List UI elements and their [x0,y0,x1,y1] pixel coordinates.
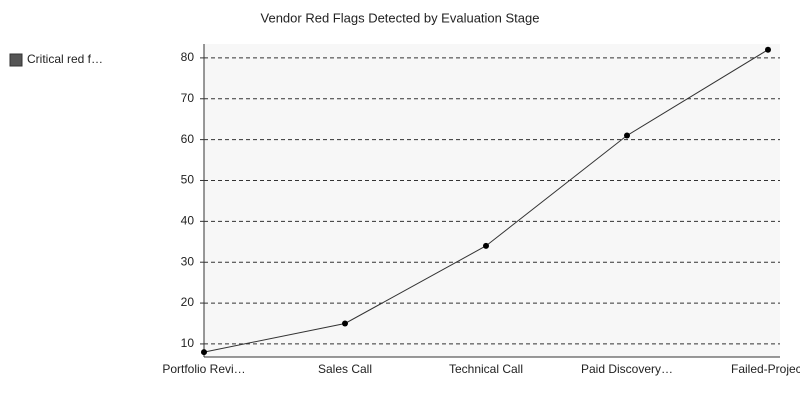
point [765,46,771,53]
y-tick-label: 30 [181,254,195,268]
point [201,349,207,356]
chart-title: Vendor Red Flags Detected by Evaluation … [261,10,540,25]
legend-label: Critical red f… [27,52,103,66]
y-tick-label: 20 [181,295,195,309]
point [342,320,348,327]
x-tick-label: Portfolio Revi… [162,362,245,376]
x-tick-label: Paid Discovery… [581,362,673,376]
x-tick-label: Sales Call [318,362,372,376]
point [624,132,630,139]
y-tick-label: 10 [181,336,195,350]
plot-area [204,44,780,357]
x-tick-label: Failed-Project [731,362,800,376]
x-tick-label: Technical Call [449,362,523,376]
y-tick-label: 40 [181,214,195,228]
y-tick-label: 70 [181,91,195,105]
y-tick-label: 50 [181,173,195,187]
y-tick-label: 60 [181,132,195,146]
y-tick-label: 80 [181,50,195,64]
legend-swatch [9,53,23,67]
point [483,242,489,249]
